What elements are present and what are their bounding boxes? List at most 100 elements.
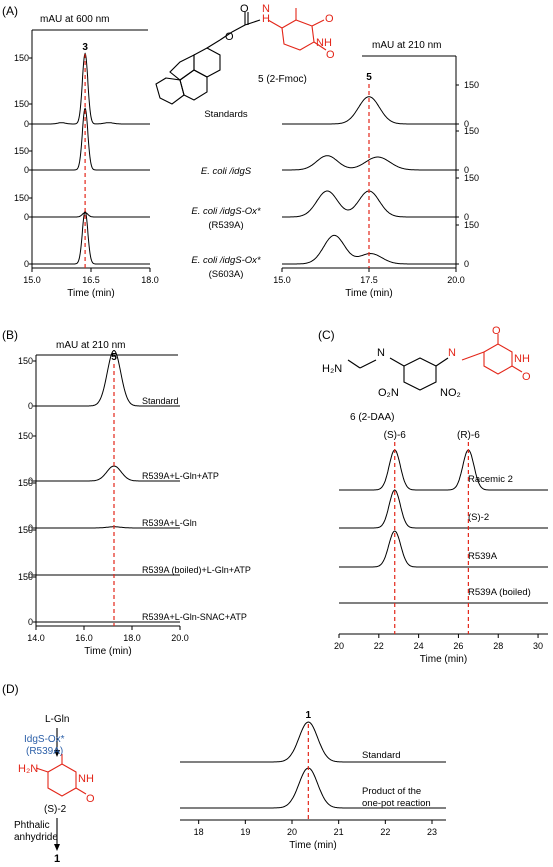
fmoc-structure	[155, 8, 327, 105]
A_left-y-tick-label: 0	[24, 212, 29, 222]
C-x-tick-label: 20	[334, 641, 344, 651]
B-y-tick-label: 0	[28, 401, 33, 411]
A_right-y-tick-label: 150	[464, 173, 479, 183]
sample-label: E. coli /idgS	[201, 166, 252, 177]
C-trace	[339, 530, 548, 568]
B-series-label: R539A+L-Gln	[142, 518, 197, 528]
sample-label: (R539A)	[208, 220, 243, 231]
A_left-x-tick-label: 15.0	[23, 275, 41, 285]
panel-a-letter: (A)	[2, 4, 18, 18]
fmoc-ring-o1: O	[325, 13, 334, 25]
scheme-enzyme: IdgS-Ox*	[24, 734, 65, 745]
C-series-label: R539A (boiled)	[468, 587, 531, 598]
aminoglutarimide-structure	[35, 754, 87, 797]
scheme-reagent: Phthalic	[14, 820, 50, 831]
A_right-x-label: Time (min)	[345, 288, 392, 299]
C-series-label: Racemic 2	[468, 474, 513, 485]
B-y-tick-label: 150	[18, 478, 33, 488]
daa-nh: N	[377, 347, 385, 359]
scheme-intermediate: (S)-2	[44, 804, 67, 815]
C-peak-label: (R)-6	[457, 430, 480, 441]
daa-compound-label: 6 (2-DAA)	[350, 412, 394, 423]
A_left-y-tick-label: 0	[24, 119, 29, 129]
sample-label: Standards	[204, 109, 248, 120]
C-trace	[339, 489, 548, 529]
scheme-reagent-2: anhydride	[14, 832, 58, 843]
daa-nh-red: N	[448, 347, 456, 359]
scheme-arrowhead-1	[54, 750, 60, 757]
panel-d-letter: (D)	[2, 682, 19, 696]
B-y-tick-label: 150	[18, 525, 33, 535]
fmoc-atom-o: O	[240, 3, 249, 15]
B-y-tick-label: 150	[18, 431, 33, 441]
B-y-tick-label: 0	[28, 476, 33, 486]
A_right-y-tick-label: 0	[464, 259, 469, 269]
daa-ring-o2: O	[522, 371, 531, 383]
C-x-tick-label: 24	[414, 641, 424, 651]
B-x-tick-label: 20.0	[171, 633, 189, 643]
sample-label: (S603A)	[209, 269, 244, 280]
C-series-label: (S)-2	[468, 512, 489, 523]
daa-h2n: H₂N	[322, 363, 342, 375]
A_right-x-tick-label: 15.0	[273, 275, 291, 285]
B-x-tick-label: 16.0	[75, 633, 93, 643]
A_right-trace	[282, 96, 456, 125]
B-trace	[36, 526, 180, 529]
B-series-label: R539A+L-Gln+ATP	[142, 471, 219, 481]
sample-label: E. coli /idgS-Ox*	[191, 255, 260, 266]
A_left-peak-label: 3	[82, 42, 88, 53]
fmoc-atom-nh: H	[262, 13, 270, 25]
B-series-label: R539A (boiled)+L-Gln+ATP	[142, 565, 251, 575]
scheme-arrowhead-2	[54, 844, 60, 851]
D-trace	[180, 721, 446, 763]
A_left-trace	[32, 107, 150, 171]
ring-o-label: O	[86, 793, 95, 805]
A_right-x-tick-label: 17.5	[360, 275, 378, 285]
daa-no2: NO₂	[440, 387, 461, 399]
B-series-label: R539A+L-Gln-SNAC+ATP	[142, 612, 247, 622]
daa-ring-o: O	[492, 325, 501, 337]
D-x-tick-label: 21	[334, 827, 344, 837]
B-y-tick-label: 0	[28, 570, 33, 580]
ring-nh-label: NH	[78, 773, 94, 785]
A_left-title: mAU at 600 nm	[40, 14, 109, 25]
D-x-tick-label: 22	[380, 827, 390, 837]
scheme-reactant: L-Gln	[45, 714, 69, 725]
A_right-title: mAU at 210 nm	[372, 40, 441, 51]
B-x-tick-label: 18.0	[123, 633, 141, 643]
D-x-tick-label: 23	[427, 827, 437, 837]
A_left-trace	[32, 52, 150, 125]
C-x-label: Time (min)	[420, 654, 467, 665]
A_right-x-tick-label: 20.0	[447, 275, 465, 285]
daa-structure	[347, 334, 523, 391]
C-x-tick-label: 22	[374, 641, 384, 651]
B-trace	[36, 465, 180, 482]
A_right-y-tick-label: 0	[464, 165, 469, 175]
sample-label: E. coli /idgS-Ox*	[191, 206, 260, 217]
fmoc-atom-n: N	[262, 3, 270, 15]
B-y-tick-label: 0	[28, 617, 33, 627]
daa-ring-nh: NH	[514, 353, 530, 365]
panel-b-letter: (B)	[2, 328, 18, 342]
C-series-label: R539A	[468, 551, 498, 562]
B-x-tick-label: 14.0	[27, 633, 45, 643]
A_right-trace	[282, 155, 456, 171]
fmoc-compound-label: 5 (2-Fmoc)	[258, 74, 307, 85]
D-x-tick-label: 18	[194, 827, 204, 837]
D-series-label: one-pot reaction	[362, 798, 431, 809]
B-x-label: Time (min)	[84, 646, 131, 657]
A_left-y-tick-label: 150	[14, 146, 29, 156]
A_right-y-tick-label: 150	[464, 126, 479, 136]
amine-label: H₂N	[18, 763, 38, 775]
A_right-y-tick-label: 0	[464, 119, 469, 129]
fmoc-ring-nh: NH	[316, 37, 332, 49]
B-y-tick-label: 150	[18, 572, 33, 582]
A_left-x-tick-label: 18.0	[141, 275, 159, 285]
D-trace	[180, 767, 446, 809]
B-peak-label: 5	[111, 352, 117, 363]
A_left-y-tick-label: 150	[14, 99, 29, 109]
A_left-trace	[32, 210, 150, 265]
A_right-y-tick-label: 0	[464, 212, 469, 222]
